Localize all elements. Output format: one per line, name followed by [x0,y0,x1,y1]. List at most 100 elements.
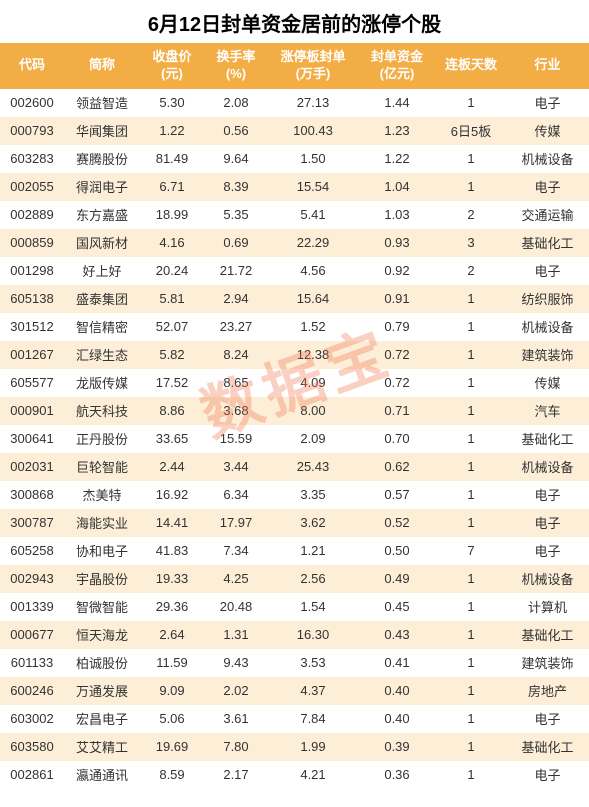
cell-industry: 传媒 [506,117,589,145]
cell-seal_amt: 1.23 [358,117,436,145]
table-row: 300641正丹股份33.6515.592.090.701基础化工 [0,425,589,453]
cell-seal_lots: 8.00 [268,397,358,425]
cell-industry: 计算机 [506,593,589,621]
cell-code: 000677 [0,621,64,649]
table-row: 000793华闻集团1.220.56100.431.236日5板传媒 [0,117,589,145]
cell-seal_amt: 1.04 [358,173,436,201]
cell-close: 19.33 [140,565,204,593]
cell-streak: 7 [436,537,506,565]
cell-streak: 1 [436,369,506,397]
cell-seal_lots: 4.37 [268,677,358,705]
cell-turnover: 5.35 [204,201,268,229]
cell-close: 1.22 [140,117,204,145]
col-header-industry: 行业 [506,43,589,89]
cell-code: 603580 [0,733,64,761]
col-header-streak: 连板天数 [436,43,506,89]
table-row: 002861瀛通通讯8.592.174.210.361电子 [0,761,589,789]
cell-close: 4.16 [140,229,204,257]
cell-streak: 1 [436,761,506,789]
cell-close: 5.30 [140,89,204,117]
cell-seal_amt: 0.40 [358,705,436,733]
col-header-text: 收盘价 [152,49,191,64]
cell-name: 国风新材 [64,229,140,257]
cell-name: 好上好 [64,257,140,285]
cell-code: 000859 [0,229,64,257]
cell-close: 5.81 [140,285,204,313]
table-row: 301512智信精密52.0723.271.520.791机械设备 [0,313,589,341]
cell-seal_lots: 4.56 [268,257,358,285]
cell-name: 智信精密 [64,313,140,341]
cell-close: 5.06 [140,705,204,733]
cell-industry: 基础化工 [506,229,589,257]
cell-turnover: 9.64 [204,145,268,173]
col-header-code: 代码 [0,43,64,89]
cell-industry: 基础化工 [506,733,589,761]
cell-code: 603283 [0,145,64,173]
cell-name: 航天科技 [64,397,140,425]
cell-seal_lots: 100.43 [268,117,358,145]
cell-name: 盛泰集团 [64,285,140,313]
cell-streak: 1 [436,425,506,453]
table-row: 002055得润电子6.718.3915.541.041电子 [0,173,589,201]
cell-industry: 机械设备 [506,313,589,341]
table-row: 601133柏诚股份11.599.433.530.411建筑装饰 [0,649,589,677]
cell-seal_amt: 0.72 [358,369,436,397]
table-row: 600246万通发展9.092.024.370.401房地产 [0,677,589,705]
cell-industry: 电子 [506,257,589,285]
cell-streak: 1 [436,593,506,621]
cell-seal_amt: 1.44 [358,89,436,117]
cell-industry: 机械设备 [506,145,589,173]
cell-seal_lots: 4.21 [268,761,358,789]
cell-name: 巨轮智能 [64,453,140,481]
cell-code: 605138 [0,285,64,313]
cell-name: 瀛通通讯 [64,761,140,789]
cell-seal_lots: 3.53 [268,649,358,677]
cell-industry: 建筑装饰 [506,649,589,677]
cell-close: 20.24 [140,257,204,285]
cell-industry: 房地产 [506,677,589,705]
col-header-text: 换手率 [216,49,255,64]
cell-streak: 1 [436,621,506,649]
table-row: 002889东方嘉盛18.995.355.411.032交通运输 [0,201,589,229]
cell-close: 81.49 [140,145,204,173]
cell-seal_lots: 1.21 [268,537,358,565]
cell-seal_amt: 0.71 [358,397,436,425]
cell-code: 300868 [0,481,64,509]
cell-close: 5.82 [140,341,204,369]
cell-streak: 1 [436,285,506,313]
cell-seal_amt: 0.93 [358,229,436,257]
cell-seal_lots: 1.54 [268,593,358,621]
cell-name: 艾艾精工 [64,733,140,761]
table-row: 002943宇晶股份19.334.252.560.491机械设备 [0,565,589,593]
cell-seal_lots: 1.50 [268,145,358,173]
col-header-text: (亿元) [380,66,415,81]
table-row: 603002宏昌电子5.063.617.840.401电子 [0,705,589,733]
cell-industry: 基础化工 [506,425,589,453]
cell-seal_amt: 0.39 [358,733,436,761]
cell-code: 603002 [0,705,64,733]
cell-code: 300641 [0,425,64,453]
cell-seal_amt: 1.03 [358,201,436,229]
cell-seal_amt: 0.40 [358,677,436,705]
col-header-text: 涨停板封单 [280,49,345,64]
cell-close: 8.86 [140,397,204,425]
cell-turnover: 3.44 [204,453,268,481]
cell-close: 17.52 [140,369,204,397]
cell-turnover: 0.56 [204,117,268,145]
table-row: 001298好上好20.2421.724.560.922电子 [0,257,589,285]
table-header: 代码简称收盘价(元)换手率(%)涨停板封单(万手)封单资金(亿元)连板天数行业 [0,43,589,89]
cell-turnover: 2.17 [204,761,268,789]
table-row: 000677恒天海龙2.641.3116.300.431基础化工 [0,621,589,649]
table-row: 001267汇绿生态5.828.2412.380.721建筑装饰 [0,341,589,369]
cell-seal_lots: 4.09 [268,369,358,397]
cell-seal_lots: 15.54 [268,173,358,201]
cell-code: 001267 [0,341,64,369]
cell-streak: 1 [436,341,506,369]
col-header-text: 代码 [19,57,45,72]
cell-streak: 1 [436,509,506,537]
cell-name: 宇晶股份 [64,565,140,593]
table-row: 300868杰美特16.926.343.350.571电子 [0,481,589,509]
cell-name: 协和电子 [64,537,140,565]
cell-seal_lots: 3.35 [268,481,358,509]
cell-turnover: 7.34 [204,537,268,565]
